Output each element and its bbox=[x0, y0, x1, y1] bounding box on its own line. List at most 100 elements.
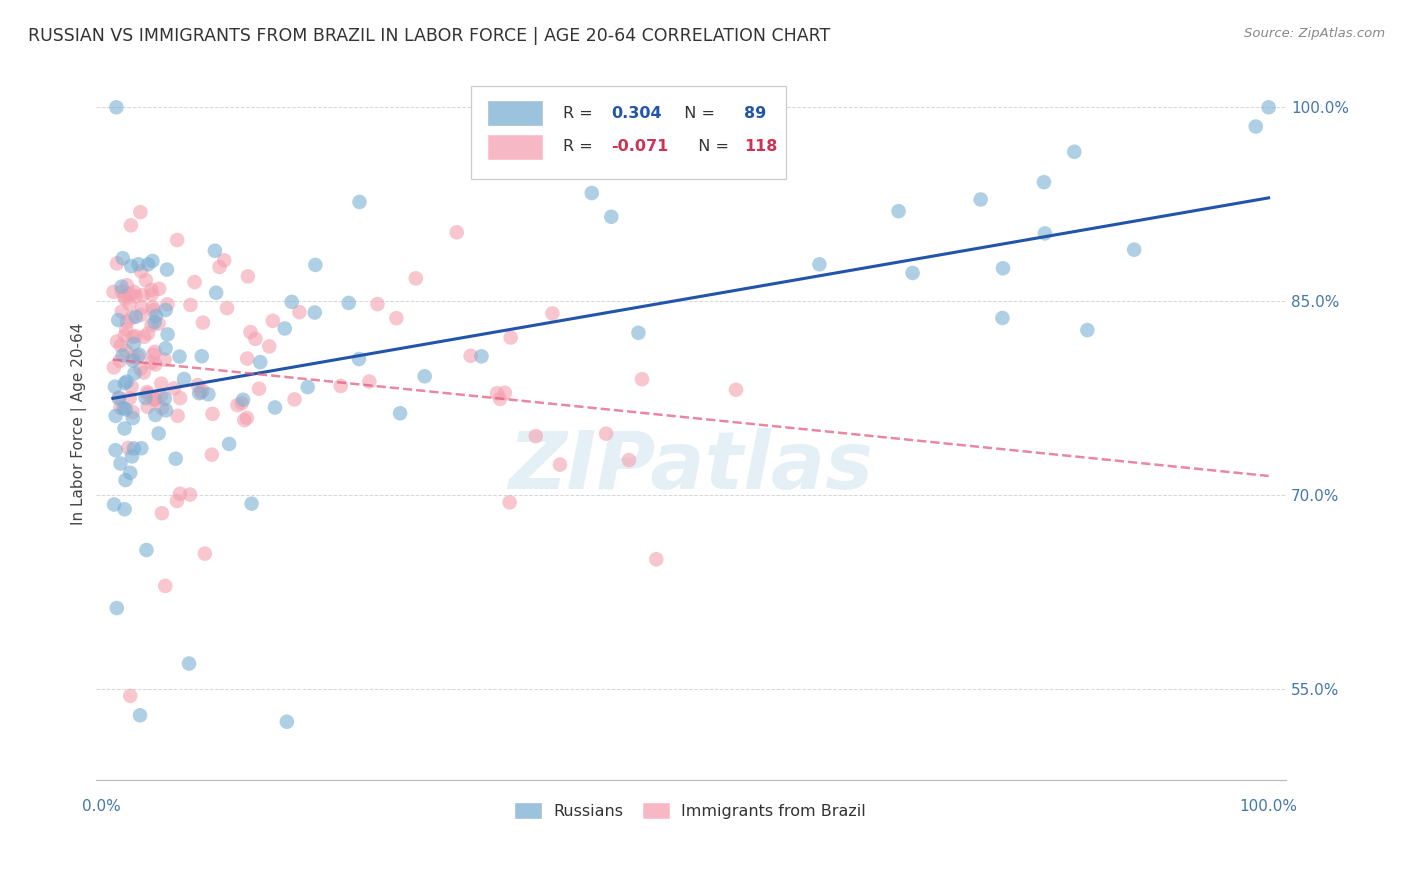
Point bbox=[108, 391, 131, 405]
Point bbox=[131, 301, 153, 315]
Point bbox=[120, 466, 142, 480]
Point bbox=[155, 579, 177, 593]
Point bbox=[108, 354, 131, 368]
Point bbox=[155, 403, 177, 417]
Point bbox=[617, 453, 640, 467]
Point bbox=[163, 381, 186, 395]
Point bbox=[156, 297, 179, 311]
Point bbox=[136, 400, 159, 414]
Point bbox=[141, 318, 163, 332]
Point bbox=[489, 392, 512, 406]
Point bbox=[218, 437, 240, 451]
Point bbox=[177, 657, 200, 671]
Point bbox=[595, 426, 617, 441]
Point bbox=[135, 391, 157, 405]
Point bbox=[103, 498, 125, 512]
Point bbox=[103, 285, 125, 299]
Point bbox=[127, 257, 149, 271]
Point bbox=[105, 100, 128, 114]
Point bbox=[191, 316, 214, 330]
Point bbox=[111, 251, 134, 265]
Point bbox=[1257, 100, 1279, 114]
Text: N =: N = bbox=[673, 106, 720, 120]
Point bbox=[236, 410, 259, 425]
Point bbox=[165, 451, 187, 466]
Point bbox=[1063, 145, 1085, 159]
Point bbox=[470, 349, 492, 363]
Point bbox=[233, 413, 256, 427]
Point bbox=[142, 303, 165, 318]
Point bbox=[197, 387, 219, 401]
Point bbox=[166, 233, 188, 247]
Point bbox=[148, 282, 170, 296]
Point bbox=[136, 326, 159, 341]
Point bbox=[155, 303, 177, 318]
Point bbox=[122, 442, 145, 456]
Point bbox=[115, 315, 138, 329]
Point bbox=[304, 258, 326, 272]
Point bbox=[969, 193, 991, 207]
Text: N =: N = bbox=[689, 139, 734, 154]
Point bbox=[1032, 175, 1054, 189]
Point bbox=[105, 256, 128, 270]
Point bbox=[145, 358, 167, 372]
Point bbox=[188, 386, 211, 401]
Y-axis label: In Labor Force | Age 20-64: In Labor Force | Age 20-64 bbox=[72, 323, 87, 525]
Point bbox=[114, 473, 136, 487]
Point bbox=[155, 341, 177, 355]
Point bbox=[143, 344, 166, 359]
Point bbox=[143, 392, 166, 407]
Point bbox=[114, 502, 136, 516]
Point bbox=[110, 279, 132, 293]
Point bbox=[142, 348, 165, 362]
Point bbox=[111, 285, 134, 299]
Text: 118: 118 bbox=[744, 139, 778, 154]
Point bbox=[485, 386, 508, 401]
Point bbox=[236, 351, 259, 366]
Point bbox=[153, 352, 176, 367]
Point bbox=[121, 405, 143, 419]
Point bbox=[887, 204, 910, 219]
Point bbox=[239, 325, 262, 339]
Point bbox=[127, 350, 149, 364]
Point bbox=[191, 384, 214, 398]
Point bbox=[124, 310, 146, 324]
Point bbox=[259, 339, 281, 353]
Text: ZIPatlas: ZIPatlas bbox=[508, 428, 873, 506]
Point bbox=[148, 426, 170, 441]
Point bbox=[150, 389, 173, 403]
Point bbox=[349, 194, 371, 209]
Point bbox=[645, 552, 668, 566]
Point bbox=[1033, 227, 1056, 241]
Point bbox=[245, 332, 267, 346]
Point bbox=[366, 297, 388, 311]
Point bbox=[232, 392, 254, 407]
Point bbox=[389, 406, 412, 420]
Point bbox=[1076, 323, 1098, 337]
Point bbox=[208, 260, 231, 274]
Point bbox=[627, 326, 650, 340]
Point bbox=[121, 411, 143, 425]
Point bbox=[498, 495, 520, 509]
Point bbox=[115, 343, 138, 358]
Point bbox=[105, 334, 128, 349]
Point bbox=[135, 273, 157, 287]
Point bbox=[104, 409, 127, 423]
Text: 0.0%: 0.0% bbox=[82, 799, 121, 814]
Point bbox=[337, 296, 360, 310]
Point bbox=[114, 376, 136, 391]
Point bbox=[194, 547, 217, 561]
FancyBboxPatch shape bbox=[488, 102, 541, 126]
Point bbox=[150, 506, 173, 520]
Point bbox=[460, 349, 482, 363]
Point bbox=[120, 219, 142, 233]
Point bbox=[111, 304, 134, 318]
Legend: Russians, Immigrants from Brazil: Russians, Immigrants from Brazil bbox=[509, 797, 873, 825]
Point bbox=[136, 257, 159, 271]
Point bbox=[499, 330, 522, 344]
Point bbox=[1244, 120, 1267, 134]
Point bbox=[129, 361, 152, 376]
Point bbox=[231, 396, 253, 410]
Point bbox=[122, 285, 145, 299]
Point bbox=[581, 186, 603, 200]
